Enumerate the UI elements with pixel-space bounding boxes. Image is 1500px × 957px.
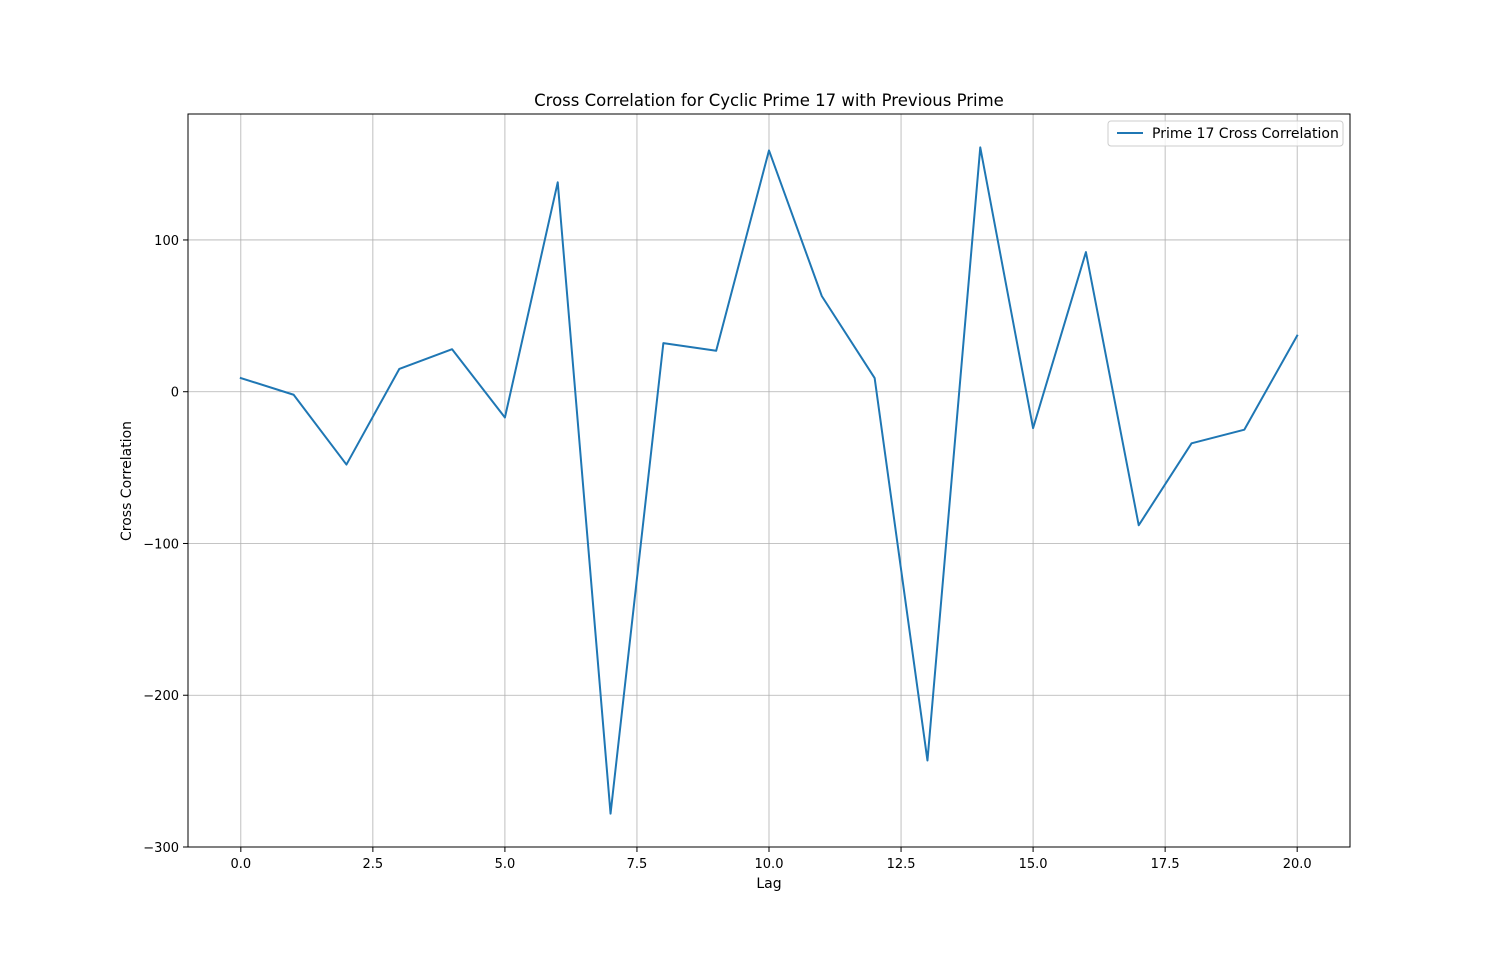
legend-entry-label: Prime 17 Cross Correlation [1152, 126, 1339, 142]
x-axis-label: Lag [756, 876, 781, 892]
x-tick-label: 10.0 [755, 857, 784, 872]
legend: Prime 17 Cross Correlation [1107, 120, 1344, 147]
y-tick-label: 0 [171, 386, 179, 401]
series-layer [239, 146, 1299, 815]
x-tick-label: 20.0 [1283, 857, 1312, 872]
x-tick-label: 2.5 [363, 857, 384, 872]
x-tick-label: 7.5 [627, 857, 648, 872]
x-tick-label: 17.5 [1151, 857, 1180, 872]
series-line-prime-17 [239, 146, 1299, 815]
legend-box [1107, 120, 1344, 147]
x-tick-label: 0.0 [230, 857, 251, 872]
x-tick-label: 12.5 [887, 857, 916, 872]
y-axis-label: Cross Correlation [119, 421, 135, 541]
y-tick-label: −200 [143, 689, 179, 704]
y-tick-label: 100 [154, 234, 179, 249]
axis-ticks: 0.0 2.5 5.0 7.5 10.0 12.5 15.0 17.5 20.0 −300 −200… [143, 234, 1311, 872]
y-tick-label: −100 [143, 537, 179, 552]
chart-title: Cross Correlation for Cyclic Prime 17 wi… [534, 91, 1004, 110]
y-tick-label: −300 [143, 841, 179, 856]
x-tick-label: 15.0 [1019, 857, 1048, 872]
x-tick-label: 5.0 [495, 857, 516, 872]
